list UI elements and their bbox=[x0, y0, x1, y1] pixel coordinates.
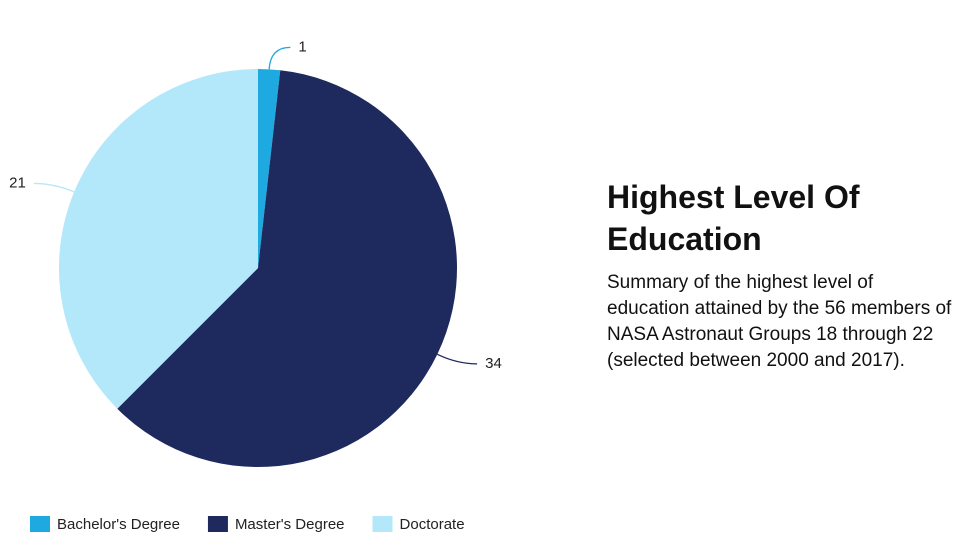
legend-swatch bbox=[207, 516, 228, 532]
leader-line bbox=[437, 353, 478, 365]
legend-label: Master's Degree bbox=[235, 516, 345, 533]
leader-line bbox=[33, 182, 75, 193]
chart-subtitle: Summary of the highest level of educatio… bbox=[607, 272, 952, 371]
legend-swatch bbox=[372, 516, 393, 532]
pie-slice bbox=[117, 70, 457, 467]
legend-label: Bachelor's Degree bbox=[57, 516, 180, 533]
data-label: 1 bbox=[298, 38, 306, 55]
data-label: 21 bbox=[9, 174, 26, 191]
leader-line bbox=[268, 46, 291, 70]
data-label: 34 bbox=[485, 355, 502, 372]
legend-swatch bbox=[30, 516, 50, 532]
pie-slice bbox=[258, 69, 281, 268]
pie-slice bbox=[59, 69, 258, 409]
legend-label: Doctorate bbox=[400, 516, 465, 533]
chart-title: Highest Level Of Education bbox=[607, 179, 860, 257]
